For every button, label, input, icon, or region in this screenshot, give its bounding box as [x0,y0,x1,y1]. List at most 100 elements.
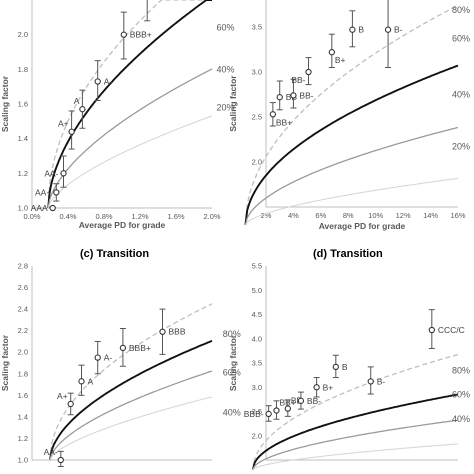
data-point [273,407,280,414]
curve-solid-light [252,443,459,471]
data-point-label: BB- [291,75,305,85]
data-point [49,204,56,212]
data-point [290,92,297,99]
y-tick-label: 4.0 [252,334,262,343]
percentile-label: 20% [452,142,470,152]
y-axis-title: Scaling factor [228,75,238,132]
data-point-label: BBB [169,327,186,337]
percentile-label: 60% [223,368,241,378]
data-point [159,328,166,335]
x-tick-label: 2.0% [203,212,220,221]
curve-solid-gray [49,370,213,461]
x-axis-title: Average PD for grade [79,220,166,230]
chart-b: 2.0 2.5 3.0 3.5 2% 4% 6% 8% 10% 12% 14% 16% Scaling … [228,0,470,231]
chart-d: 2.0 2.5 3.0 3.5 4.0 4.5 5.0 5.5 Scaling factor 80… [228,262,470,471]
data-point-label: B [342,362,348,372]
y-tick-label: 3.5 [252,359,262,368]
curve-solid-gray [252,419,459,470]
data-point-label: AA- [44,168,58,178]
curve-solid-gray [47,68,213,209]
data-point-label: BBB- [244,409,264,419]
percentile-label: 40% [217,64,235,74]
data-point-label: B+ [323,382,334,392]
x-tick-label: 10% [368,211,383,220]
data-point [57,456,64,464]
data-point-label: CCC/C [438,325,465,335]
data-point [79,106,86,113]
percentile-label: 80% [223,329,241,339]
data-point-label: A [88,376,94,386]
data-point [313,384,320,391]
data-point-label: AA+ [35,187,51,197]
data-point [328,49,335,56]
y-axis-title: Scaling factor [228,334,238,391]
curve-dashed [49,303,213,461]
data-point [68,128,75,135]
curve-solid-light [47,115,213,209]
data-point [367,378,374,385]
data-point [305,68,312,76]
y-tick-label: 1.2 [18,169,28,178]
data-point-label: A- [104,76,113,86]
data-point-label: BB- [307,396,321,406]
chart-a: 1.0 1.2 1.4 1.6 1.8 2.0 0.0% 0.4% 0.8% 1.2% 1.6% 2.… [0,0,235,230]
data-point [119,344,127,352]
curve-solid-black [251,393,459,470]
percentile-label: 80% [452,5,470,15]
data-point [53,189,60,196]
x-tick-label: 1.6% [167,212,184,221]
data-point [120,31,127,38]
data-point [94,354,101,361]
y-tick-label: 2.5 [252,407,262,416]
x-tick-label: 16% [450,211,465,220]
x-tick-label: 0.8% [95,212,112,221]
data-point [94,78,101,85]
data-point [78,378,85,385]
data-point-label: B- [377,376,386,386]
data-point [276,94,283,101]
curve-solid-black [47,0,212,209]
y-tick-label: 1.8 [18,369,28,378]
y-tick-label: 1.4 [18,412,28,421]
y-tick-label: 1.8 [18,65,28,74]
percentile-label: 40% [452,414,470,424]
chart-c: 1.0 1.2 1.4 1.6 1.8 2.0 2.2 2.4 2.6 2.8 Scaling fa… [0,262,241,467]
data-point-label: AAA [31,203,48,213]
curve-solid-light [244,177,459,226]
percentile-label: 40% [223,408,241,418]
y-tick-label: 3.0 [252,383,262,392]
y-axis-title: Scaling factor [0,334,10,391]
data-point [269,111,277,118]
y-axis-title: Scaling factor [0,75,10,132]
curve-solid-black [244,64,459,226]
y-tick-label: 1.6 [18,100,28,109]
data-point-label: AA- [44,447,58,457]
x-tick-label: 0.4% [59,212,76,221]
y-tick-label: 2.0 [18,30,28,39]
y-tick-label: 1.6 [18,391,28,400]
data-point [428,326,435,334]
percentile-label: 60% [217,23,235,33]
curve-dashed [252,353,459,470]
data-point-label: B [358,25,364,35]
data-point [284,405,291,412]
percentile-label: 60% [452,390,470,400]
percentile-label: 60% [452,34,470,44]
y-tick-label: 2.0 [252,431,262,440]
y-tick-label: 3.5 [252,23,262,32]
y-tick-label: 3.0 [252,68,262,77]
curve-dashed [47,0,212,209]
x-tick-label: 4% [288,211,299,220]
data-point [67,400,74,408]
data-point-label: B- [394,25,403,35]
y-tick-label: 2.0 [18,348,28,357]
data-point [60,170,67,177]
y-tick-label: 1.4 [18,134,28,143]
y-tick-label: 2.5 [252,113,262,122]
y-tick-label: 2.8 [18,262,28,271]
x-tick-label: 8% [343,211,354,220]
y-tick-label: 1.0 [18,204,28,213]
x-tick-label: 0.0% [23,212,40,221]
data-point [349,26,356,33]
x-tick-label: 1.2% [131,212,148,221]
